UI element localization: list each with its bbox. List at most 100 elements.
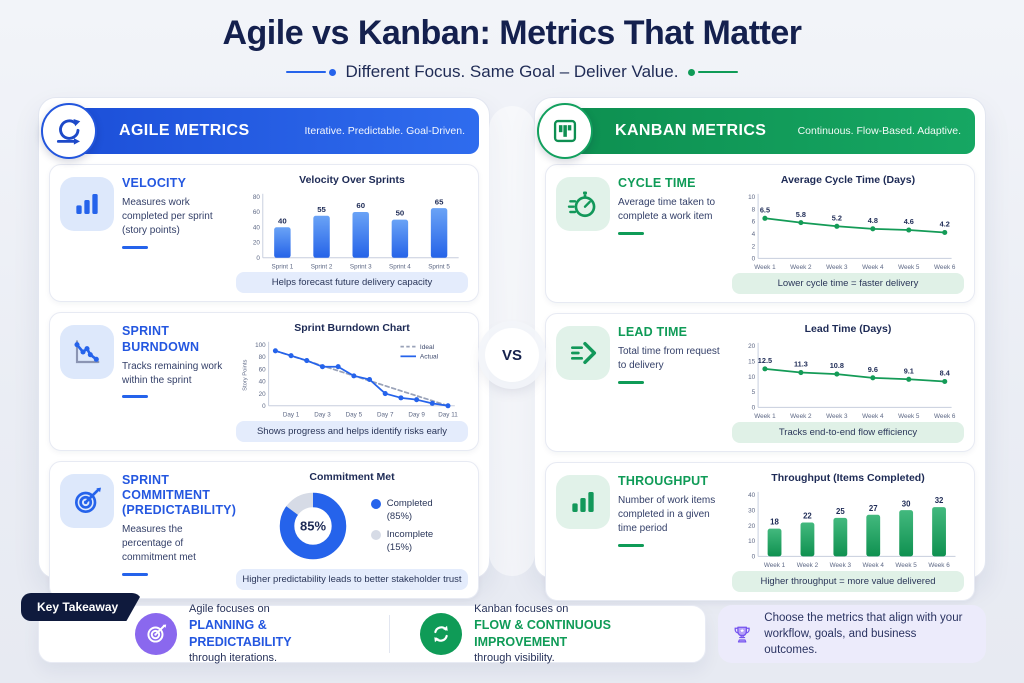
chart-title: Lead Time (Days) [804, 323, 892, 335]
agile-panel: AGILE METRICS Iterative. Predictable. Go… [38, 97, 490, 599]
stopwatch-icon [556, 177, 610, 231]
svg-text:20: 20 [748, 523, 756, 530]
chart-footnote: Tracks end-to-end flow efficiency [732, 422, 964, 443]
page-subtitle: Different Focus. Same Goal – Deliver Val… [345, 62, 679, 81]
agile-panel-header: AGILE METRICS Iterative. Predictable. Go… [41, 103, 479, 159]
accent-line [122, 395, 148, 399]
legend-dot [370, 529, 381, 540]
svg-text:Week 6: Week 6 [934, 413, 956, 420]
kanban-panel-tagline: Continuous. Flow-Based. Adaptive. [797, 125, 961, 137]
svg-text:Week 5: Week 5 [898, 264, 920, 271]
fast-forward-icon [556, 326, 610, 380]
takeaway-prefix: Kanban focuses on [474, 603, 569, 616]
svg-text:15: 15 [748, 358, 756, 365]
svg-text:5.2: 5.2 [832, 213, 842, 222]
subtitle-left-decoration [285, 68, 336, 76]
accent-line [122, 245, 148, 249]
svg-text:Sprint 3: Sprint 3 [350, 263, 372, 270]
svg-text:0: 0 [752, 554, 756, 561]
svg-text:40: 40 [278, 216, 287, 225]
svg-text:55: 55 [317, 205, 326, 214]
svg-text:Sprint 1: Sprint 1 [272, 263, 294, 270]
kanban-metric-cards: CYCLE TIME Average time taken to complet… [545, 164, 975, 601]
svg-text:20: 20 [748, 343, 756, 350]
key-takeaway-tag: Key Takeaway [21, 593, 143, 621]
svg-text:2: 2 [752, 243, 756, 250]
svg-text:Week 2: Week 2 [797, 562, 819, 569]
svg-text:0: 0 [256, 255, 260, 262]
legend-item-completed: Completed (85%) [370, 498, 433, 524]
takeaway-suffix: through iterations. [189, 651, 278, 664]
svg-text:10: 10 [748, 538, 756, 545]
donut-row: 85% Completed (85%) Incomplete (15%) [236, 484, 468, 569]
metric-title: CYCLE TIME [618, 176, 696, 190]
key-takeaway-card: Key Takeaway Agile focuses on PLANNING &… [21, 593, 706, 664]
burndown-line-chart: 0 20 40 60 80 100 Story Points Day 1 Day 3 Day 5 D… [242, 342, 458, 419]
sprint-iteration-icon [56, 119, 81, 145]
chart-footnote: Lower cycle time = faster delivery [732, 273, 964, 294]
svg-text:5.8: 5.8 [796, 210, 806, 219]
metric-description: Average time taken to complete a work it… [618, 197, 716, 223]
svg-text:Sprint 4: Sprint 4 [389, 263, 411, 270]
accent-line [618, 231, 644, 235]
svg-text:4.2: 4.2 [940, 220, 950, 229]
svg-text:50: 50 [396, 209, 405, 218]
svg-text:65: 65 [435, 197, 444, 206]
svg-text:Week 3: Week 3 [826, 413, 848, 420]
green-line-decoration [698, 70, 739, 74]
accent-line [618, 380, 644, 384]
chart-title: Throughput (Items Completed) [771, 472, 925, 484]
target-icon [135, 613, 177, 655]
svg-text:Week 6: Week 6 [928, 562, 950, 569]
svg-text:6.5: 6.5 [760, 205, 770, 214]
blue-dot-decoration [328, 68, 336, 76]
metric-description: Tracks remaining work within the sprint [122, 360, 223, 386]
svg-text:32: 32 [935, 496, 944, 505]
velocity-bar-chart: 0 20 40 60 80 40 Sprint 1 55 Sprint 2 60 Sprint 3 5… [253, 193, 459, 270]
kanban-header-bar: KANBAN METRICS Continuous. Flow-Based. A… [559, 108, 975, 154]
svg-text:Day 7: Day 7 [377, 412, 394, 419]
metric-description: Number of work items completed in a give… [618, 495, 716, 534]
svg-text:Week 4: Week 4 [863, 562, 885, 569]
svg-text:Week 1: Week 1 [754, 413, 776, 420]
svg-text:9.6: 9.6 [868, 365, 878, 374]
blue-line-decoration [285, 70, 326, 74]
metric-title: VELOCITY [122, 176, 187, 190]
svg-text:12.5: 12.5 [758, 356, 772, 365]
metric-title: SPRINT BURNDOWN [122, 324, 200, 354]
chart-title: Average Cycle Time (Days) [780, 174, 916, 186]
chart-footnote: Higher predictability leads to better st… [236, 568, 468, 590]
commitment-info: SPRINT COMMITMENT (PREDICTABILITY) Measu… [122, 470, 236, 590]
svg-text:40: 40 [259, 379, 267, 386]
metric-card-cycle-time: CYCLE TIME Average time taken to complet… [545, 164, 975, 303]
chart-title: Commitment Met [309, 470, 395, 483]
chart-title: Sprint Burndown Chart [294, 322, 410, 335]
outcome-note-card: Choose the metrics that align with your … [718, 605, 986, 663]
bar-chart-icon [556, 475, 610, 529]
svg-text:Week 3: Week 3 [826, 264, 848, 271]
svg-text:Sprint 5: Sprint 5 [428, 263, 450, 270]
vertical-divider [389, 615, 391, 653]
svg-text:20: 20 [259, 391, 267, 398]
svg-text:20: 20 [253, 240, 261, 247]
svg-text:5: 5 [752, 389, 756, 396]
target-icon [60, 473, 114, 528]
burndown-line-icon [60, 325, 114, 380]
panels-row: AGILE METRICS Iterative. Predictable. Go… [38, 97, 986, 601]
svg-text:30: 30 [748, 507, 756, 514]
svg-text:Week 2: Week 2 [790, 413, 812, 420]
svg-text:Day 11: Day 11 [438, 412, 458, 419]
cycle-icon [420, 613, 463, 655]
accent-line [122, 572, 148, 576]
svg-text:8.4: 8.4 [940, 369, 951, 378]
svg-text:40: 40 [253, 224, 261, 231]
throughput-chart-block: Throughput (Items Completed) 0 10 20 30 40 18… [732, 471, 964, 592]
kanban-badge [537, 103, 593, 159]
green-dot-decoration [688, 68, 696, 76]
chart-footnote: Helps forecast future delivery capacity [236, 272, 468, 294]
subtitle-row: Different Focus. Same Goal – Deliver Val… [0, 62, 1024, 82]
burndown-chart-block: Sprint Burndown Chart 0 20 40 60 80 100 Story … [236, 321, 468, 442]
commitment-donut-chart: 85% [279, 493, 346, 560]
svg-text:4.8: 4.8 [868, 216, 878, 225]
cycle-time-chart-block: Average Cycle Time (Days) 0 2 4 6 8 10 Week 1 W… [732, 173, 964, 294]
